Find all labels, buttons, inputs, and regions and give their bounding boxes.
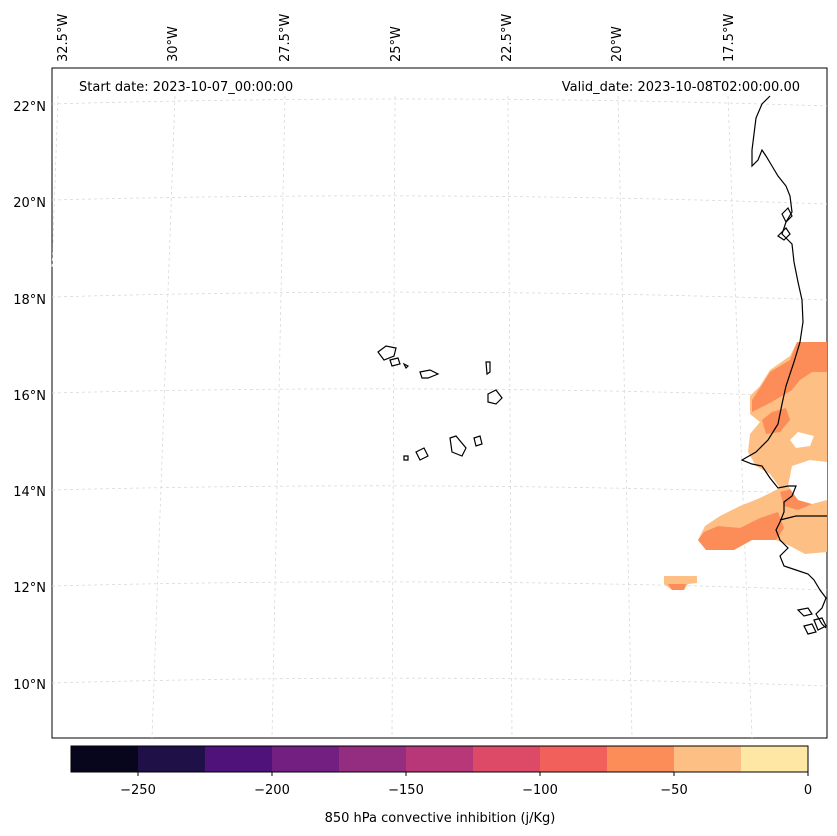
lat-label: 18°N [13,293,46,308]
coastlines [377,95,827,635]
colorbar-swatch [540,746,607,772]
lat-label: 22°N [13,100,46,115]
lon-label: 27.5°W [278,14,293,62]
lon-label: 32.5°W [56,14,71,62]
colorbar [70,745,809,773]
colorbar-ticks: −250 −200 −150 −100 −50 0 [120,772,812,798]
sao-nicolau [419,369,440,379]
colorbar-swatch [138,746,205,772]
longitude-labels: 32.5°W 30°W 27.5°W 25°W 22.5°W 20°W 17.5… [56,14,737,62]
bijagos-3 [813,617,827,631]
colorbar-swatch [406,746,473,772]
africa-coastline [740,95,827,629]
colorbar-swatch [741,746,808,772]
lat-label: 12°N [13,581,46,596]
colorbar-swatch [71,746,138,772]
colorbar-title: 850 hPa convective inhibition (j/Kg) [325,811,556,826]
cin-region-small-orange [668,584,686,590]
lat-label: 16°N [13,389,46,404]
colorbar-swatch [607,746,674,772]
coast-island-2 [781,206,793,224]
cin-hole [788,460,827,504]
brava [403,455,409,461]
cin-region-orange-3 [698,512,784,550]
colorbar-swatch [473,746,540,772]
colorbar-tick-label: −200 [254,783,290,798]
graticule [51,95,828,739]
sao-vicente [389,357,401,367]
bijagos-1 [796,607,813,617]
gambia-river [779,515,827,521]
colorbar-tick-label: 0 [804,783,812,798]
lat-label: 10°N [13,678,46,693]
colorbar-tick-label: −150 [388,783,424,798]
cin-contours [664,342,827,590]
colorbar-outline [70,745,809,773]
lat-label: 20°N [13,196,46,211]
lon-label: 25°W [389,26,404,62]
santo-antao [377,345,397,361]
colorbar-tick-label: −50 [660,783,687,798]
valid-date-annotation: Valid_date: 2023-10-08T02:00:00.00 [562,80,800,95]
santa-luzia [402,362,410,370]
coast-island-1 [777,227,791,241]
start-date-annotation: Start date: 2023-10-07_00:00:00 [79,80,293,95]
santiago [449,435,467,457]
cin-hole-2 [790,432,814,448]
colorbar-swatch [674,746,741,772]
lon-label: 20°W [610,26,625,62]
lon-label: 17.5°W [722,14,737,62]
boa-vista [487,389,503,405]
map-frame [51,67,828,739]
fogo [415,447,429,461]
colorbar-swatch [272,746,339,772]
maio [473,435,483,447]
colorbar-tick-label: −250 [120,783,156,798]
lon-label: 22.5°W [500,14,515,62]
colorbar-swatch [205,746,272,772]
lon-label: 30°W [166,26,181,62]
ilha-do-sal [485,361,491,376]
bijagos-2 [803,623,817,635]
cin-region-orange-2 [762,408,790,434]
latitude-labels: 22°N 20°N 18°N 16°N 14°N 12°N 10°N [13,100,46,693]
lat-label: 14°N [13,485,46,500]
colorbar-swatch [339,746,406,772]
colorbar-tick-label: −100 [522,783,558,798]
